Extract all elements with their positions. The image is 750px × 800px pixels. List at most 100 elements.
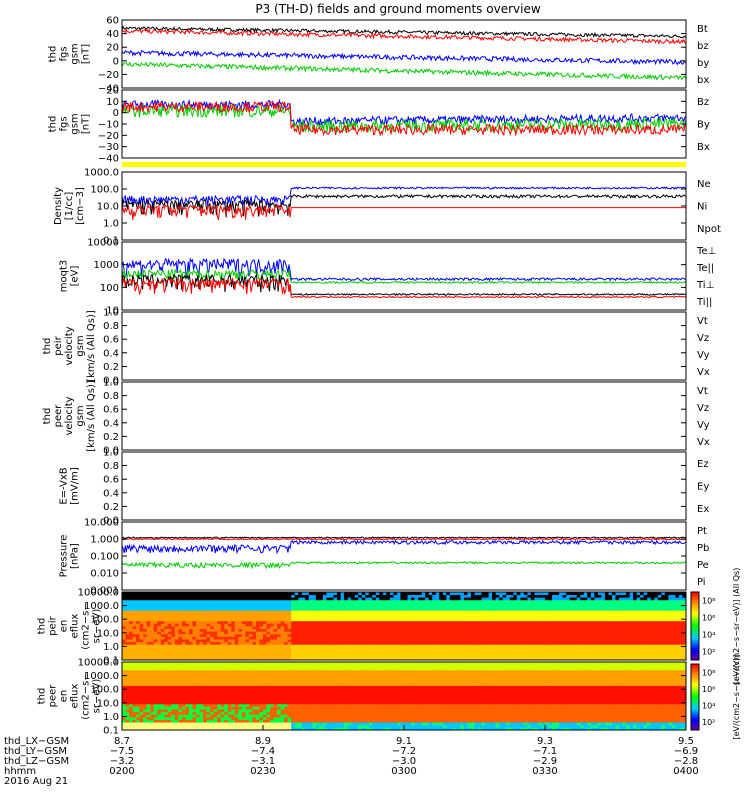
panel-spec_i-cell <box>541 641 546 645</box>
panel-spec_e-cell <box>199 675 204 679</box>
panel-spec_i-cell <box>643 639 648 643</box>
panel-spec_i-cell <box>174 657 179 661</box>
panel-spec_i-cell <box>389 605 394 609</box>
panel-spec_i-cell <box>294 657 299 661</box>
panel-spec_i-cell <box>470 610 475 614</box>
panel-spec_i-cell <box>255 646 260 650</box>
panel-spec_i-cell <box>485 612 489 616</box>
panel-spec_i-cell <box>421 649 426 653</box>
panel-spec_i-cell <box>619 620 623 624</box>
panel-spec_i-cell <box>516 597 521 601</box>
panel-spec_i-cell <box>160 654 165 658</box>
panel-spec_i-cell <box>319 654 324 658</box>
panel-fgs2-bz-trace <box>121 100 687 137</box>
panel-spec_i-cell <box>270 646 274 650</box>
panel-spec_e-cell <box>185 719 190 723</box>
panel-spec_i-cell <box>566 639 571 643</box>
panel-spec_i-cell <box>562 639 567 643</box>
panel-spec_i-cell <box>530 623 535 627</box>
panel-spec_i-cell <box>668 607 673 611</box>
panel-spec_i-cell <box>671 594 676 598</box>
panel-spec_e-cell <box>157 685 162 689</box>
panel-spec_i-cell <box>347 626 352 630</box>
panel-press-pt-trace <box>121 536 687 540</box>
panel-spec_i-cell <box>463 594 468 598</box>
panel-spec_i-cell <box>157 631 162 635</box>
panel-spec_i-cell <box>213 612 218 616</box>
panel-spec_e-cell <box>196 703 200 707</box>
panel-spec_i-cell <box>400 599 405 603</box>
panel-spec_i-cell <box>545 592 549 596</box>
panel-spec_e-cell <box>185 724 190 728</box>
panel-spec_i-cell <box>206 657 211 661</box>
panel-spec_i-cell <box>224 612 229 616</box>
panel-dens-ytick-label: 10.0 <box>97 202 119 213</box>
panel-spec_e-cell <box>174 722 179 726</box>
panel-spec_i-cell <box>203 605 207 609</box>
panel-spec_e-cell <box>122 685 126 689</box>
panel-spec_i-cell <box>372 620 377 624</box>
panel-spec_i-cell <box>365 641 370 645</box>
panel-spec_i-cell <box>270 636 274 640</box>
panel-spec_e-cell <box>164 672 169 676</box>
panel-spec_i-cell <box>470 615 475 619</box>
panel-spec_i-cell <box>143 631 148 635</box>
panel-spec_i-cell <box>633 649 638 653</box>
panel-spec_e-cell <box>164 675 169 679</box>
panel-spec_i-cell <box>622 612 627 616</box>
panel-spec_i-cell <box>358 597 363 601</box>
panel-spec_i-cell <box>520 649 525 653</box>
panel-spec_i-cell <box>294 620 299 624</box>
panel-spec_i-cell <box>255 592 260 596</box>
panel-spec_i-cell <box>647 594 652 598</box>
panel-spec_i-cell <box>188 620 193 624</box>
panel-spec_e-cell <box>129 716 133 720</box>
panel-spec_i-cell <box>192 641 197 645</box>
panel-spec_e-cell <box>139 680 144 684</box>
panel-spec_i-cell <box>386 657 391 661</box>
panel-spec_i-cell <box>404 599 408 603</box>
panel-spec_i-cell <box>682 654 687 658</box>
panel-spec_i-cell <box>199 605 204 609</box>
panel-spec_i-cell <box>203 636 207 640</box>
panel-spec_e-cell <box>181 667 186 671</box>
panel-spec_i-cell <box>329 641 334 645</box>
panel-spec_i-cell <box>474 649 479 653</box>
panel-spec_i-cell <box>319 657 324 661</box>
panel-spec_i-cell <box>675 615 680 619</box>
panel-spec_e-cell <box>129 682 133 686</box>
panel-spec_i-cell <box>157 654 162 658</box>
panel-spec_i-cell <box>287 592 292 596</box>
panel-spec_i-cell <box>266 620 271 624</box>
panel-spec_e-cell <box>178 711 183 715</box>
panel-spec_i-cell <box>171 636 176 640</box>
panel-spec_i-cell <box>460 599 465 603</box>
panel-spec_i-cell <box>604 592 609 596</box>
panel-spec_i-cell <box>259 657 264 661</box>
panel-spec_e-cell <box>196 680 200 684</box>
panel-spec_i-cell <box>252 631 257 635</box>
panel-spec_i-cell <box>368 605 373 609</box>
panel-spec_i-cell <box>372 592 377 596</box>
panel-spec_i-cell <box>604 612 609 616</box>
panel-spec_e-cell <box>122 698 126 702</box>
panel-spec_i-cell <box>559 646 564 650</box>
panel-spec_i-cell <box>456 646 461 650</box>
panel-ve-legend-1: Vz <box>697 403 709 414</box>
panel-spec_i-cell <box>277 641 282 645</box>
panel-spec_i-cell <box>548 623 553 627</box>
panel-spec_i-cell <box>527 652 532 656</box>
panel-spec_i-cell <box>470 639 475 643</box>
panel-spec_i-cell <box>308 610 313 614</box>
panel-spec_i-cell <box>333 631 338 635</box>
panel-spec_i-cell <box>153 641 158 645</box>
panel-spec_i-cell <box>506 618 511 622</box>
panel-spec_i-cell <box>562 641 567 645</box>
panel-spec_i-cell <box>174 620 179 624</box>
panel-spec_i-cell <box>682 644 687 648</box>
panel-spec_i-cell <box>150 612 155 616</box>
panel-spec_i-cell <box>559 618 564 622</box>
panel-spec_i-cell <box>308 597 313 601</box>
panel-spec_i-cell <box>590 620 595 624</box>
panel-spec_i-cell <box>358 623 363 627</box>
